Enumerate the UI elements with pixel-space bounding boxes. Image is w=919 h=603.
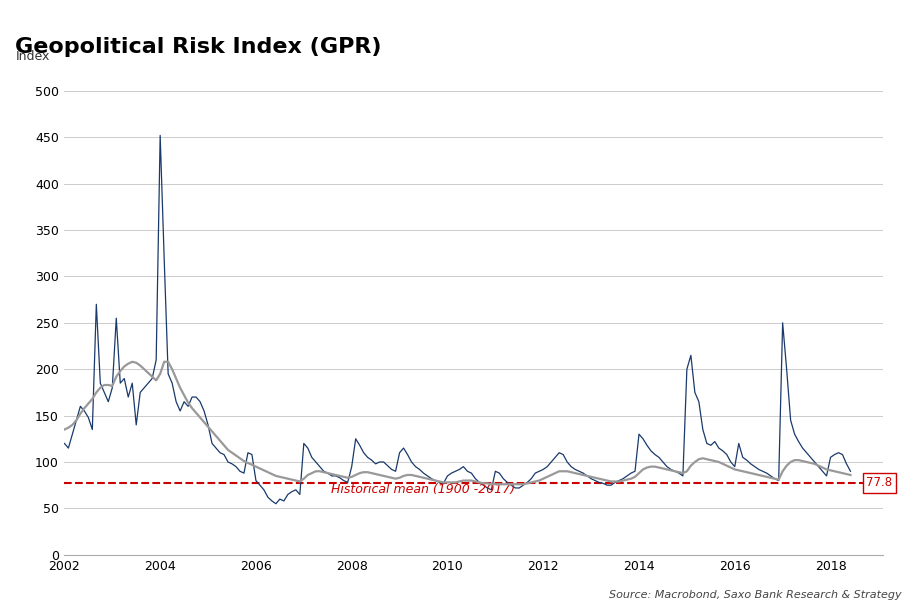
Text: Geopolitical Risk Index (GPR): Geopolitical Risk Index (GPR) [16, 37, 381, 57]
Text: 77.8: 77.8 [866, 476, 891, 489]
Text: Source: Macrobond, Saxo Bank Research & Strategy: Source: Macrobond, Saxo Bank Research & … [608, 590, 901, 600]
Text: Index: Index [16, 49, 50, 63]
Text: Historical mean (1900 -2017): Historical mean (1900 -2017) [331, 483, 515, 496]
